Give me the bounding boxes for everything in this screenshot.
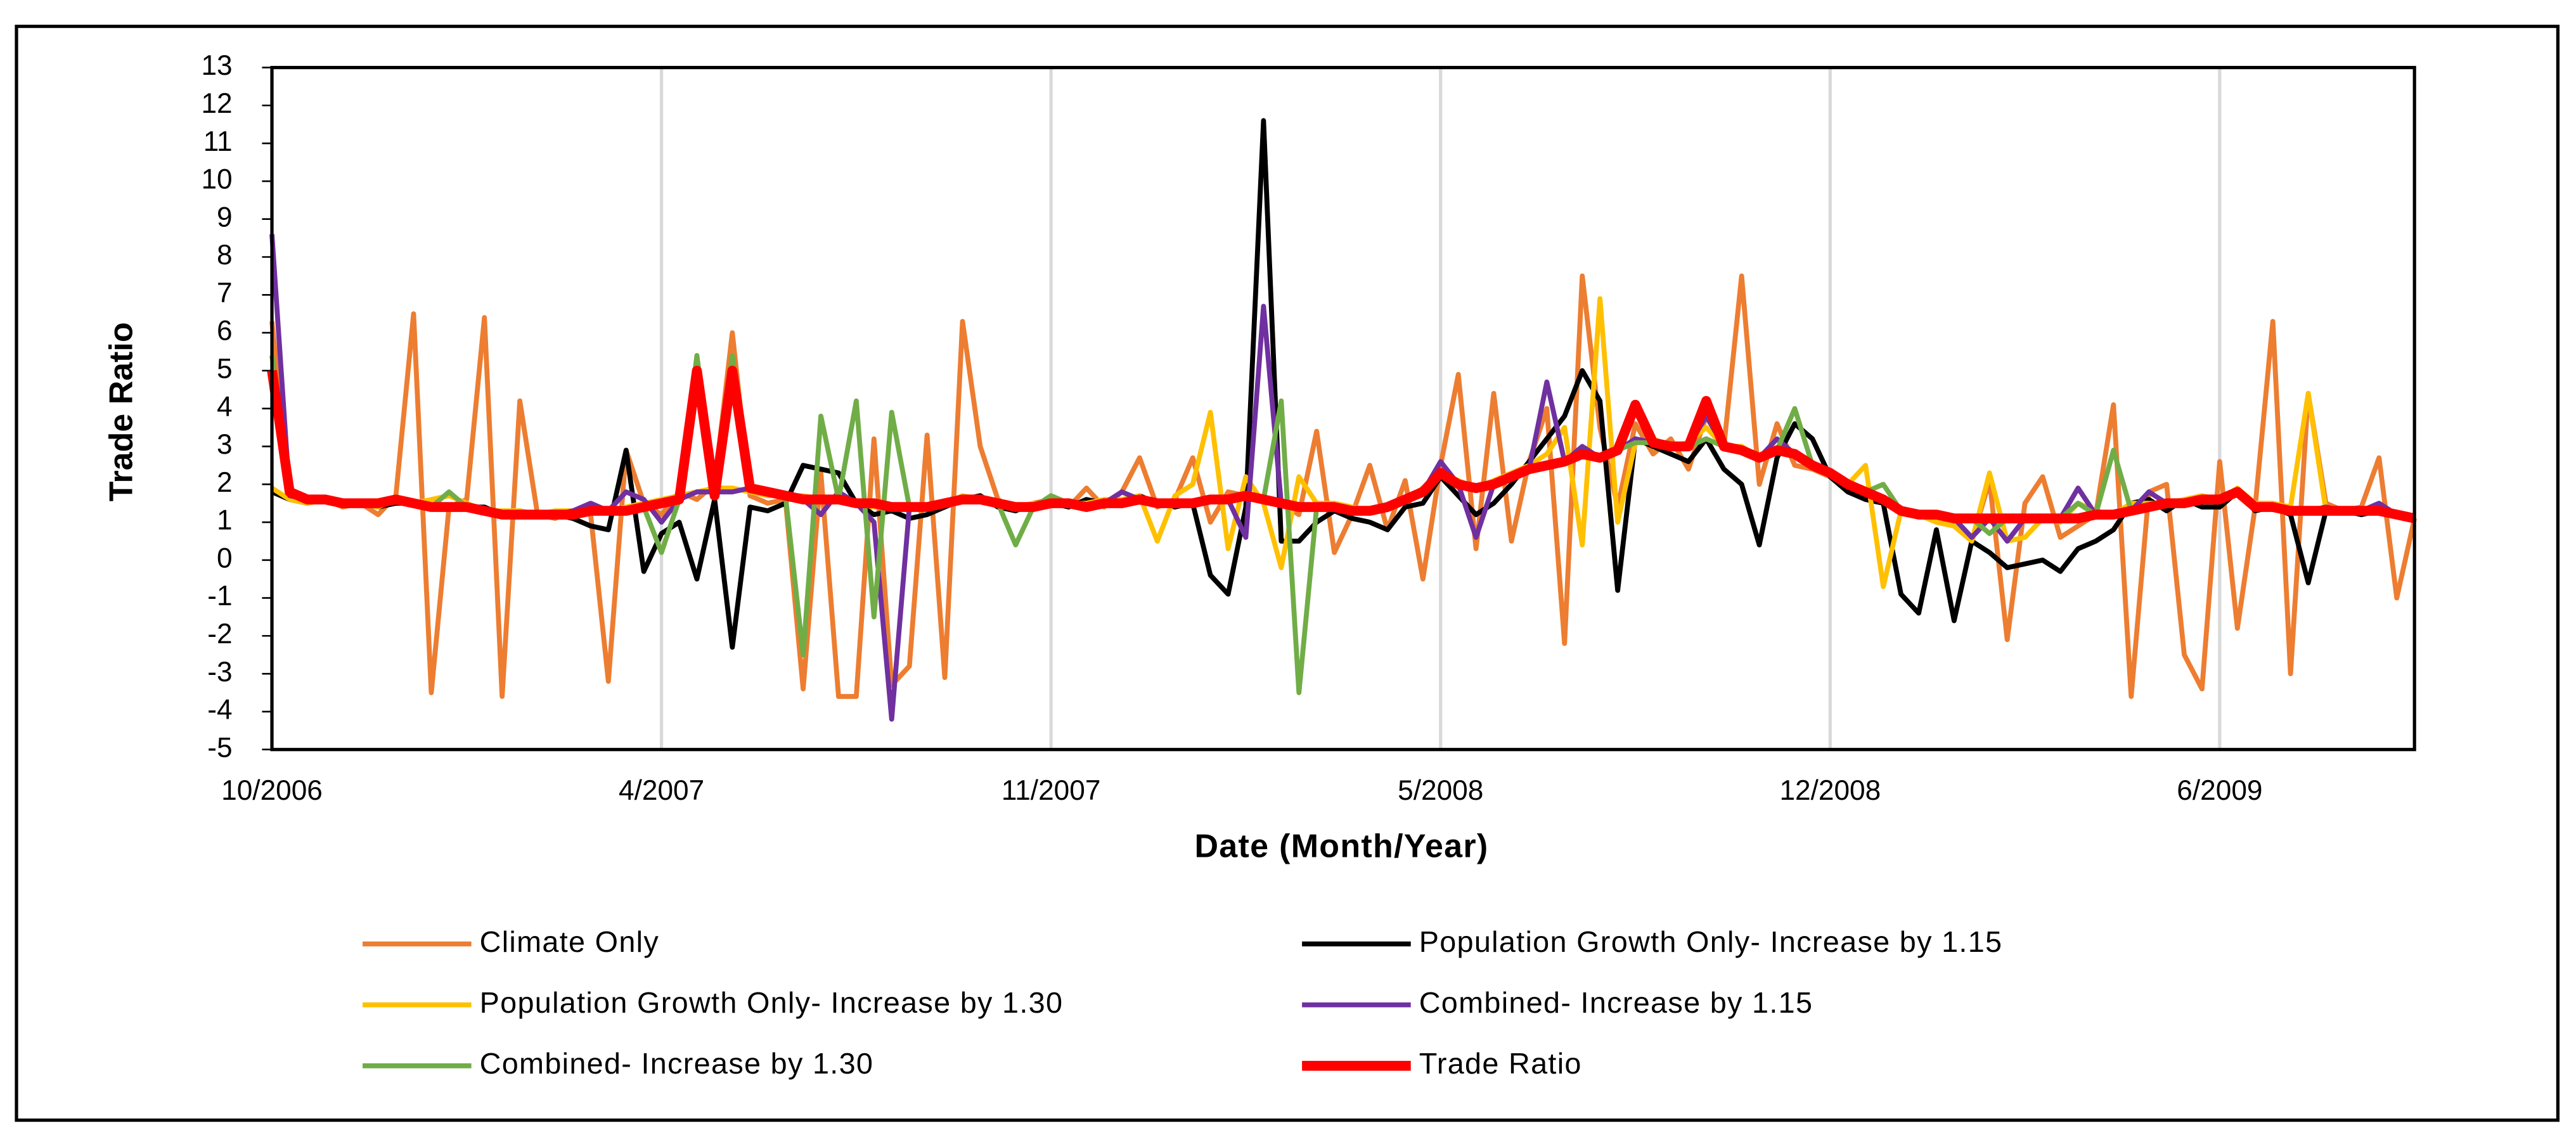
y-tick-label: -4 xyxy=(207,695,232,726)
chart-frame xyxy=(15,24,2560,1122)
x-tick-label: 11/2007 xyxy=(1001,775,1100,806)
legend-label: Population Growth Only- Increase by 1.15 xyxy=(1419,925,2003,958)
y-tick-label: 1 xyxy=(217,505,233,536)
series-line xyxy=(271,118,2416,650)
y-tick-label: 11 xyxy=(203,126,233,157)
series-line xyxy=(267,366,2416,523)
y-tick-label: 10 xyxy=(201,164,232,195)
y-tick-label: -1 xyxy=(207,580,232,612)
x-axis-label: Date (Month/Year) xyxy=(1194,828,1488,864)
legend-label: Combined- Increase by 1.15 xyxy=(1419,986,1813,1019)
x-tick-label: 10/2006 xyxy=(221,775,323,806)
y-tick-label: 9 xyxy=(217,202,233,233)
y-tick-label: -2 xyxy=(207,619,232,650)
y-tick-label: -5 xyxy=(207,732,232,763)
y-tick-label: -3 xyxy=(207,657,232,688)
x-tick-label: 5/2008 xyxy=(1398,775,1483,806)
y-tick-label: 0 xyxy=(217,542,233,574)
y-axis-label: Trade Ratio xyxy=(103,322,140,501)
y-tick-label: 12 xyxy=(201,88,232,119)
legend-label: Population Growth Only- Increase by 1.30 xyxy=(480,986,1064,1019)
y-tick-label: 3 xyxy=(217,429,233,460)
legend-label: Combined- Increase by 1.30 xyxy=(480,1047,874,1080)
y-tick-label: 2 xyxy=(217,467,233,498)
y-tick-label: 5 xyxy=(217,354,233,385)
y-tick-label: 7 xyxy=(217,278,233,309)
x-tick-label: 12/2008 xyxy=(1779,775,1881,806)
legend-label: Climate Only xyxy=(480,925,659,958)
x-tick-label: 4/2007 xyxy=(619,775,704,806)
y-tick-label: 6 xyxy=(217,316,233,347)
y-tick-label: 13 xyxy=(201,50,232,81)
legend-label: Trade Ratio xyxy=(1419,1047,1582,1080)
y-tick-label: 4 xyxy=(217,391,233,422)
y-tick-label: 8 xyxy=(217,240,233,271)
x-tick-label: 6/2009 xyxy=(2177,775,2262,806)
plot-border xyxy=(270,65,2416,752)
